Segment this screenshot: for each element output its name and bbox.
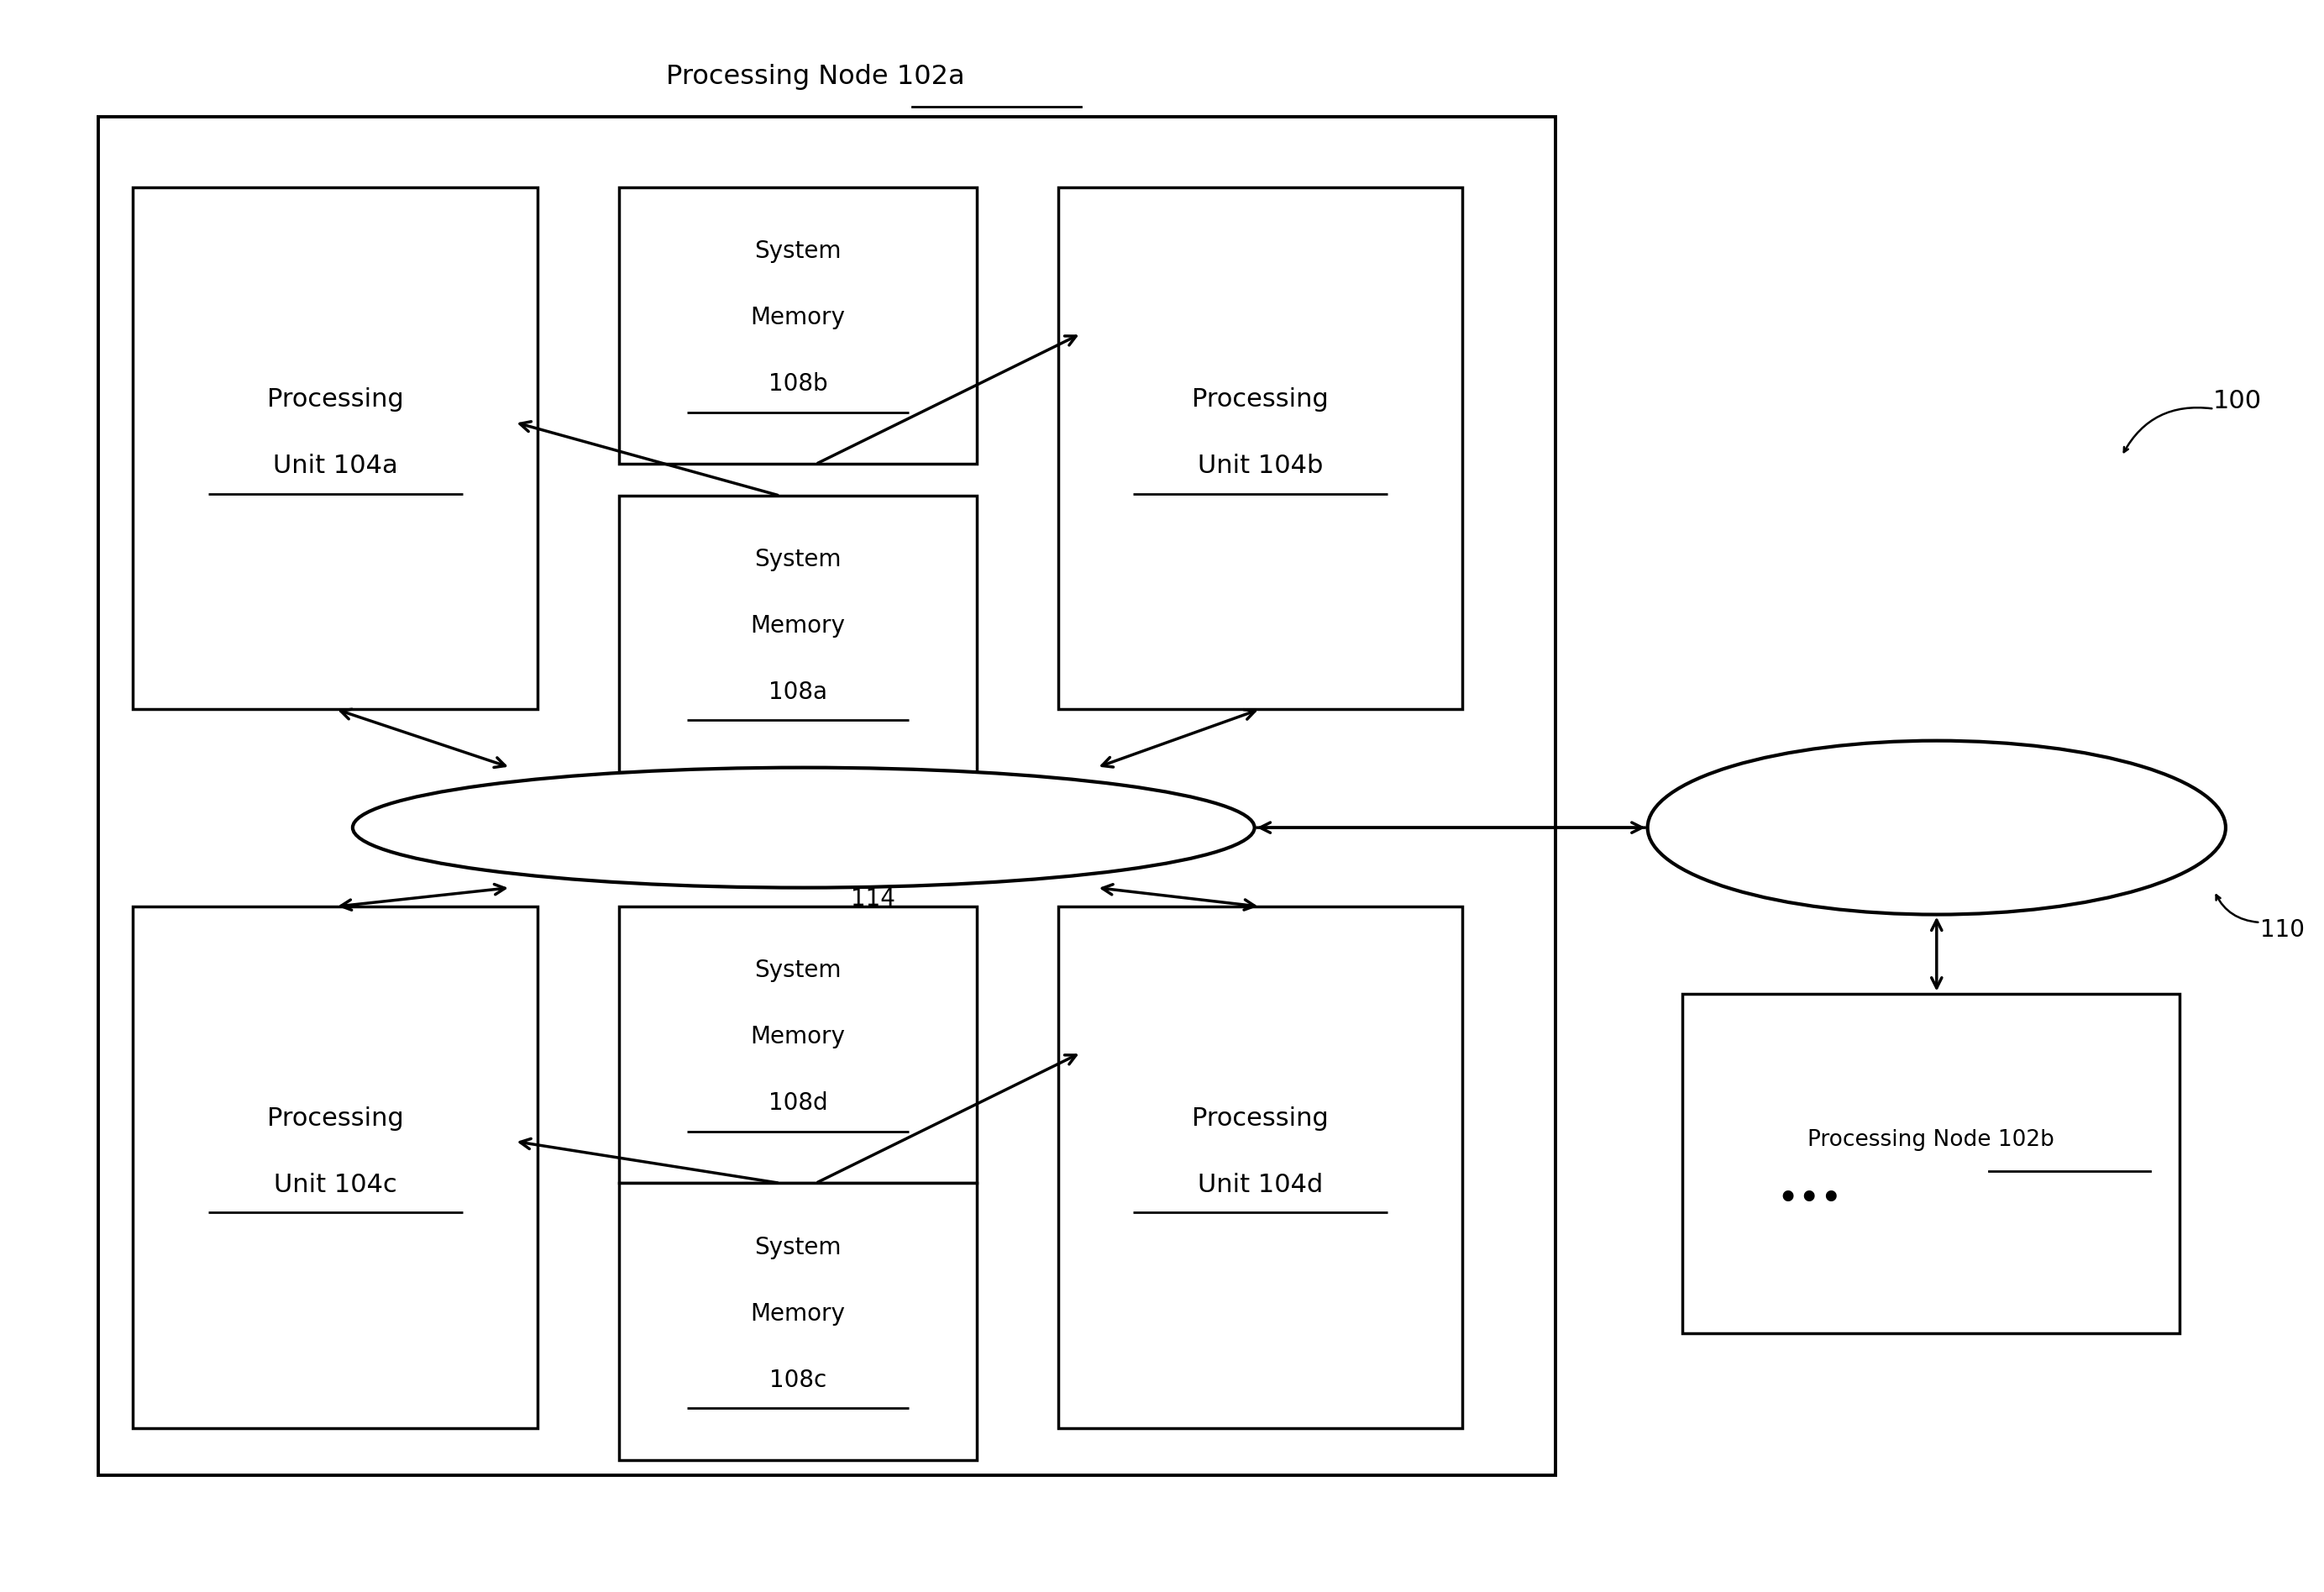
Text: Memory: Memory: [751, 306, 846, 330]
Text: 110: 110: [2261, 919, 2305, 942]
Text: System: System: [755, 240, 841, 263]
Text: System: System: [755, 1235, 841, 1259]
Text: Memory: Memory: [751, 615, 846, 638]
FancyBboxPatch shape: [1057, 906, 1462, 1428]
Text: Processing: Processing: [1192, 387, 1329, 411]
Text: Processing Node 102b: Processing Node 102b: [1808, 1129, 2054, 1151]
Text: Memory: Memory: [751, 1025, 846, 1049]
Text: 100: 100: [2212, 388, 2261, 412]
Text: System: System: [755, 958, 841, 982]
Text: 108a: 108a: [769, 681, 827, 704]
Text: 114: 114: [851, 887, 895, 911]
Text: Unit 104d: Unit 104d: [1197, 1173, 1322, 1197]
FancyBboxPatch shape: [1683, 993, 2180, 1334]
FancyBboxPatch shape: [98, 116, 1555, 1476]
Text: •••: •••: [1776, 1181, 1843, 1216]
Text: 108c: 108c: [769, 1368, 827, 1391]
Text: 108d: 108d: [769, 1092, 827, 1114]
Text: Unit 104a: Unit 104a: [272, 454, 397, 478]
Text: Processing: Processing: [267, 1106, 404, 1130]
FancyBboxPatch shape: [1057, 188, 1462, 708]
FancyBboxPatch shape: [618, 495, 976, 772]
Text: Processing: Processing: [267, 387, 404, 411]
FancyBboxPatch shape: [618, 188, 976, 465]
Text: Memory: Memory: [751, 1302, 846, 1325]
FancyBboxPatch shape: [618, 1183, 976, 1460]
Text: Unit 104b: Unit 104b: [1197, 454, 1322, 478]
Text: Unit 104c: Unit 104c: [274, 1173, 397, 1197]
Text: Processing Node 102a: Processing Node 102a: [665, 64, 964, 91]
Text: 108b: 108b: [769, 373, 827, 396]
Text: System: System: [755, 548, 841, 572]
Text: Processing: Processing: [1192, 1106, 1329, 1130]
FancyBboxPatch shape: [132, 188, 537, 708]
FancyBboxPatch shape: [132, 906, 537, 1428]
Ellipse shape: [1648, 740, 2226, 914]
Ellipse shape: [353, 767, 1255, 888]
FancyBboxPatch shape: [618, 906, 976, 1183]
